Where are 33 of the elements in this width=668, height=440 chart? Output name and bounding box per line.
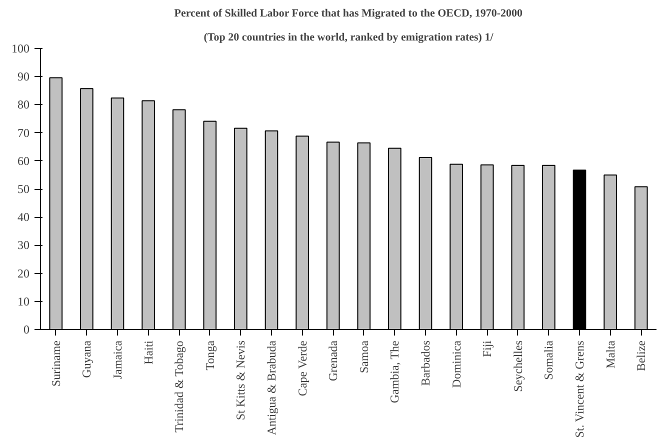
y-tick-label: 40 [18, 210, 30, 224]
y-tick-label: 50 [18, 182, 30, 196]
y-tick-label: 10 [18, 294, 30, 308]
y-tick-label: 20 [18, 266, 30, 280]
x-tick-label: Seychelles [510, 340, 525, 392]
x-tick-label: Belize [634, 340, 648, 372]
x-tick-label: Fiji [480, 340, 494, 358]
x-tick-label: Guyana [80, 340, 94, 378]
x-tick-label: Antigua & Brabuda [264, 340, 278, 436]
x-tick-label: Suriname [48, 340, 63, 386]
x-tick-label: Tonga [202, 340, 217, 370]
x-tick-label: Haiti [141, 340, 156, 364]
chart-title: Percent of Skilled Labor Force that has Migrated to the OECD, 1970-2000 [174, 8, 524, 20]
x-tick-label: Gambia, The [388, 340, 402, 404]
x-tick-label: Malta [603, 340, 618, 368]
y-tick-label: 30 [18, 238, 30, 252]
x-tick-label: St. Vincent & Grens [572, 340, 586, 438]
chart-subtitle: (Top 20 countries in the world, ranked by emigration rates) 1/ [204, 32, 494, 44]
x-tick-label: St Kitts & Nevis [234, 340, 248, 420]
x-tick-label: Barbados [418, 340, 432, 386]
x-tick-label: Jamaica [110, 340, 124, 380]
y-tick-label: 80 [18, 98, 30, 112]
x-tick-label: Dominica [449, 340, 464, 388]
y-tick-label: 0 [24, 322, 30, 336]
x-tick-label: Somalia [542, 340, 556, 380]
x-tick-label: Cape Verde [295, 340, 310, 396]
y-tick-label: 100 [12, 42, 30, 56]
y-tick-label: 60 [18, 154, 30, 168]
x-tick-label: Samoa [356, 340, 371, 374]
x-tick-label: Trinidad & Tobago [172, 340, 186, 433]
y-tick-label: 70 [18, 126, 30, 140]
y-tick-label: 90 [18, 70, 30, 84]
x-tick-label: Grenada [326, 340, 340, 382]
